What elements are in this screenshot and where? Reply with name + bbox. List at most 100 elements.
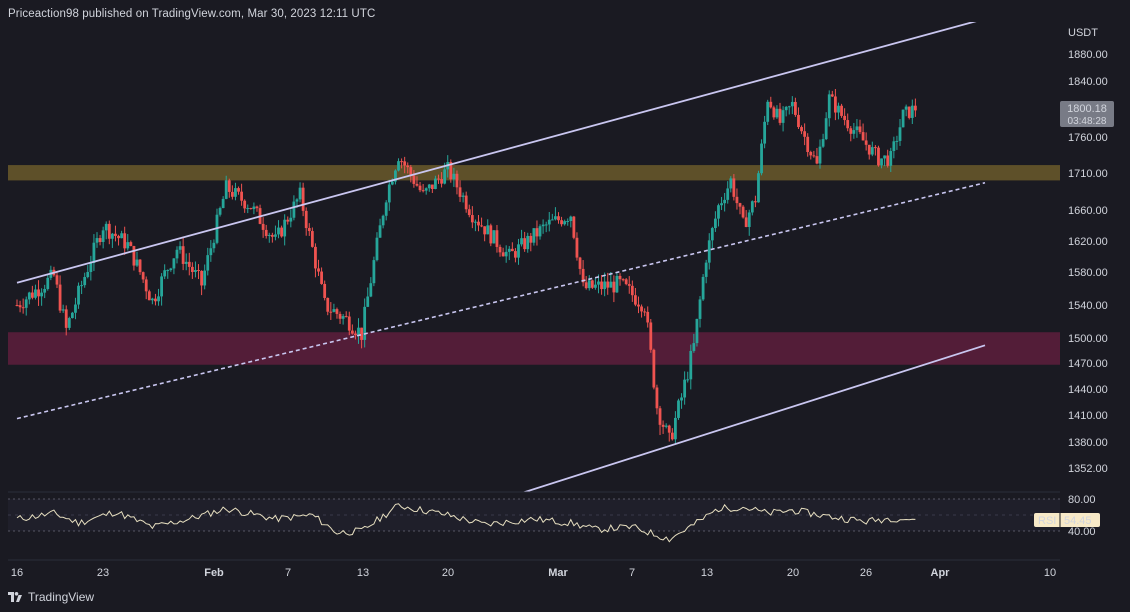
- candle-body: [40, 292, 44, 297]
- candle-body: [529, 235, 533, 243]
- candle-body: [467, 209, 471, 216]
- x-tick-label: 20: [442, 567, 454, 579]
- candle: [726, 181, 730, 204]
- candle: [314, 243, 317, 278]
- candle: [683, 371, 687, 405]
- candle-body: [249, 208, 253, 210]
- candle: [117, 234, 120, 246]
- candle: [234, 182, 237, 201]
- candle: [584, 276, 588, 290]
- candle: [535, 220, 539, 246]
- rsi-pane[interactable]: [8, 498, 1060, 543]
- candle: [80, 280, 84, 295]
- candle: [323, 280, 327, 301]
- tradingview-footer[interactable]: TradingView: [8, 590, 94, 604]
- candle-body: [46, 277, 50, 289]
- candle-body: [627, 284, 631, 286]
- candle: [397, 158, 400, 172]
- candle: [187, 252, 191, 276]
- candle-body: [578, 257, 582, 269]
- candle: [532, 228, 536, 246]
- candle-body: [720, 203, 723, 206]
- candle: [750, 200, 754, 216]
- candle-body: [230, 191, 234, 197]
- candle: [375, 232, 379, 262]
- candle: [344, 311, 348, 318]
- candle-body: [138, 259, 142, 273]
- candle-body: [209, 248, 213, 256]
- candle: [910, 99, 914, 124]
- candle-body: [194, 270, 197, 272]
- candle: [701, 274, 705, 301]
- candle: [403, 156, 407, 174]
- candle-body: [144, 279, 148, 292]
- candle: [627, 276, 631, 294]
- candle-body: [369, 283, 373, 297]
- candle: [587, 275, 591, 291]
- candle: [74, 297, 77, 320]
- candle-body: [314, 246, 317, 269]
- candle-body: [643, 311, 647, 313]
- candle: [135, 251, 139, 267]
- candle: [689, 344, 693, 390]
- candle-body: [800, 127, 803, 132]
- candle: [818, 139, 822, 169]
- candle-body: [175, 249, 179, 259]
- candle-body: [320, 271, 323, 284]
- candle: [480, 217, 483, 228]
- candle: [400, 158, 403, 169]
- candle-body: [218, 208, 222, 215]
- price-tick-label: 1440.00: [1068, 384, 1108, 396]
- candle: [341, 313, 345, 325]
- candle: [575, 232, 579, 261]
- candle-body: [237, 188, 240, 192]
- candle-body: [754, 201, 757, 203]
- candle: [329, 302, 333, 320]
- candle-body: [772, 107, 776, 118]
- candle-body: [267, 234, 271, 236]
- candle-body: [474, 221, 477, 223]
- candle-body: [597, 281, 600, 285]
- candle-body: [264, 229, 268, 236]
- candle-body: [83, 277, 87, 286]
- candle: [489, 223, 493, 247]
- candle: [606, 272, 610, 295]
- candle-body: [344, 316, 348, 318]
- candle: [523, 231, 527, 252]
- candle-body: [135, 259, 139, 266]
- candle: [123, 226, 127, 255]
- candle: [695, 318, 699, 347]
- candle-body: [477, 221, 480, 226]
- candle: [138, 259, 142, 275]
- candle: [830, 90, 834, 98]
- candle-body: [55, 275, 59, 285]
- candle: [855, 119, 859, 138]
- candle-body: [74, 304, 77, 313]
- candle: [298, 182, 302, 203]
- candle: [615, 273, 619, 293]
- candle-body: [274, 234, 277, 237]
- candle-body: [98, 238, 102, 243]
- candle: [707, 233, 711, 270]
- trendline-lower-channel[interactable]: [521, 344, 986, 493]
- candle-body: [618, 275, 622, 280]
- candle-body: [141, 272, 145, 280]
- candle-body: [255, 206, 259, 209]
- candle: [304, 207, 308, 236]
- price-tick-label: 1840.00: [1068, 76, 1108, 88]
- candle-body: [354, 333, 357, 336]
- trendline-mid-channel[interactable]: [16, 181, 986, 420]
- candle: [861, 123, 865, 141]
- candle-body: [286, 219, 290, 222]
- candle: [440, 172, 443, 188]
- candle: [427, 183, 431, 192]
- trendline-upper-channel[interactable]: [16, 19, 985, 284]
- candle: [677, 398, 680, 420]
- x-tick-label: Mar: [548, 567, 568, 579]
- candle-body: [384, 202, 388, 216]
- candle-body: [452, 173, 456, 180]
- candle: [760, 139, 763, 176]
- candle-body: [692, 343, 696, 351]
- candle-body: [123, 233, 127, 249]
